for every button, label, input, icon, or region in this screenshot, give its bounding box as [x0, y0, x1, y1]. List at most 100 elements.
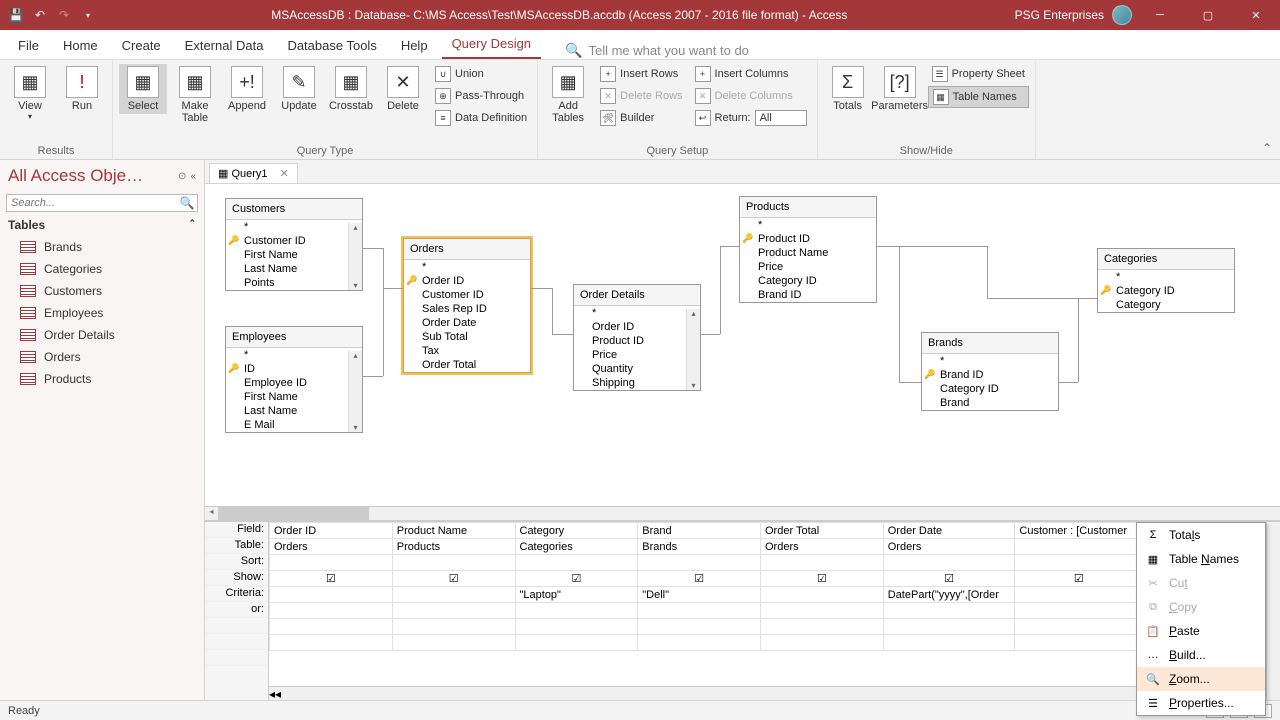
grid-cell[interactable]	[638, 635, 761, 651]
grid-table[interactable]: Order IDProduct NameCategoryBrandOrder T…	[269, 522, 1266, 651]
grid-cell[interactable]: ☑	[270, 571, 393, 587]
grid-cell[interactable]: Customer : [Customer	[1015, 523, 1143, 539]
delete-cols-button[interactable]: ✕Delete Columns	[691, 86, 811, 106]
grid-cell[interactable]	[883, 555, 1015, 571]
grid-cell[interactable]: Products	[392, 539, 515, 555]
relationship-diagram[interactable]: Customers*Customer IDFirst NameLast Name…	[205, 184, 1280, 506]
grid-cell[interactable]	[270, 555, 393, 571]
scrollbar[interactable]	[348, 223, 362, 290]
grid-cell[interactable]: Product Name	[392, 523, 515, 539]
table-products[interactable]: Products*Product IDProduct NamePriceCate…	[739, 196, 877, 303]
union-button[interactable]: ∪Union	[431, 64, 531, 84]
navpane-group-header[interactable]: Tables⌃	[0, 214, 204, 236]
table-brands[interactable]: Brands*Brand IDCategory IDBrand	[921, 332, 1059, 411]
grid-cell[interactable]: Brand	[638, 523, 761, 539]
ctx-paste[interactable]: 📋Paste	[1137, 619, 1265, 643]
navitem-employees[interactable]: Employees	[0, 302, 204, 324]
table-employees[interactable]: Employees*IDEmployee IDFirst NameLast Na…	[225, 326, 363, 433]
grid-cell[interactable]: DatePart("yyyy",[Order	[883, 587, 1015, 603]
undo-icon[interactable]: ↶	[32, 7, 48, 23]
property-sheet-button[interactable]: ☰Property Sheet	[928, 64, 1029, 84]
grid-cell[interactable]	[1015, 635, 1143, 651]
ctx-properties-[interactable]: ☰Properties...	[1137, 691, 1265, 715]
table-categories[interactable]: Categories*Category IDCategory	[1097, 248, 1235, 313]
select-query-button[interactable]: ▦Select	[119, 64, 167, 114]
navpane-title[interactable]: All Access Obje…	[8, 166, 143, 186]
insert-rows-button[interactable]: +Insert Rows	[596, 64, 686, 84]
grid-cell[interactable]: Order Date	[883, 523, 1015, 539]
tab-external-data[interactable]: External Data	[175, 32, 274, 59]
builder-button[interactable]: 🛠Builder	[596, 108, 686, 128]
grid-cell[interactable]	[1015, 619, 1143, 635]
navpane-dropdown-icon[interactable]: ⊙	[178, 171, 186, 182]
grid-cell[interactable]	[270, 635, 393, 651]
ctx-table-names[interactable]: ▦Table Names	[1137, 547, 1265, 571]
grid-cell[interactable]: Order ID	[270, 523, 393, 539]
grid-cell[interactable]: ☑	[515, 571, 638, 587]
grid-cell[interactable]	[392, 635, 515, 651]
search-icon[interactable]: 🔍	[177, 195, 197, 211]
navitem-brands[interactable]: Brands	[0, 236, 204, 258]
grid-cell[interactable]: Categories	[515, 539, 638, 555]
grid-cell[interactable]: ☑	[1015, 571, 1143, 587]
qat-customize-icon[interactable]: ▾	[80, 7, 96, 23]
grid-cell[interactable]	[392, 587, 515, 603]
grid-cell[interactable]	[1015, 603, 1143, 619]
diagram-hscrollbar[interactable]: ◂	[205, 506, 1280, 520]
grid-cell[interactable]	[883, 603, 1015, 619]
grid-cell[interactable]: Orders	[761, 539, 884, 555]
make-table-button[interactable]: ▦Make Table	[171, 64, 219, 126]
grid-cell[interactable]: ☑	[883, 571, 1015, 587]
grid-cell[interactable]	[638, 555, 761, 571]
add-tables-button[interactable]: ▦Add Tables	[544, 64, 592, 126]
insert-cols-button[interactable]: +Insert Columns	[691, 64, 811, 84]
totals-button[interactable]: ΣTotals	[824, 64, 872, 114]
grid-cell[interactable]	[761, 603, 884, 619]
grid-cell[interactable]	[270, 603, 393, 619]
grid-cell[interactable]: Brands	[638, 539, 761, 555]
tab-create[interactable]: Create	[112, 32, 171, 59]
grid-cell[interactable]	[638, 603, 761, 619]
minimize-button[interactable]: ─	[1140, 0, 1180, 30]
table-customers[interactable]: Customers*Customer IDFirst NameLast Name…	[225, 198, 363, 291]
grid-cell[interactable]: ☑	[392, 571, 515, 587]
navitem-products[interactable]: Products	[0, 368, 204, 390]
navitem-orders[interactable]: Orders	[0, 346, 204, 368]
grid-cell[interactable]	[1015, 587, 1143, 603]
navpane-search-input[interactable]	[7, 195, 177, 211]
table-names-toggle[interactable]: ▦Table Names	[928, 86, 1029, 108]
run-button[interactable]: !Run	[58, 64, 106, 114]
grid-cell[interactable]: "Dell"	[638, 587, 761, 603]
datadef-button[interactable]: ≡Data Definition	[431, 108, 531, 128]
grid-cell[interactable]: ☑	[638, 571, 761, 587]
maximize-button[interactable]: ▢	[1188, 0, 1228, 30]
navitem-categories[interactable]: Categories	[0, 258, 204, 280]
append-button[interactable]: +!Append	[223, 64, 271, 114]
view-button[interactable]: ▦View▾	[6, 64, 54, 123]
ctx-zoom-[interactable]: 🔍Zoom...	[1137, 667, 1265, 691]
tab-help[interactable]: Help	[391, 32, 438, 59]
grid-cell[interactable]: Category	[515, 523, 638, 539]
grid-cell[interactable]	[1015, 555, 1143, 571]
grid-cell[interactable]	[761, 555, 884, 571]
grid-cell[interactable]: Order Total	[761, 523, 884, 539]
collapse-ribbon-icon[interactable]: ⌃	[1254, 137, 1280, 159]
save-icon[interactable]: 💾	[8, 7, 24, 23]
grid-cell[interactable]	[761, 587, 884, 603]
grid-cell[interactable]	[515, 603, 638, 619]
grid-cell[interactable]	[392, 603, 515, 619]
grid-cell[interactable]: Orders	[270, 539, 393, 555]
grid-cell[interactable]: "Laptop"	[515, 587, 638, 603]
tab-database-tools[interactable]: Database Tools	[277, 32, 386, 59]
parameters-button[interactable]: [?]Parameters	[876, 64, 924, 114]
user-avatar-icon[interactable]	[1112, 5, 1132, 25]
tell-me-search[interactable]: 🔍 Tell me what you want to do	[565, 42, 749, 59]
grid-vscrollbar[interactable]	[1266, 522, 1280, 700]
grid-cell[interactable]	[515, 619, 638, 635]
grid-cell[interactable]	[761, 635, 884, 651]
grid-cell[interactable]	[883, 635, 1015, 651]
navitem-customers[interactable]: Customers	[0, 280, 204, 302]
crosstab-button[interactable]: ▦Crosstab	[327, 64, 375, 114]
grid-cell[interactable]	[638, 619, 761, 635]
delete-button[interactable]: ✕Delete	[379, 64, 427, 114]
